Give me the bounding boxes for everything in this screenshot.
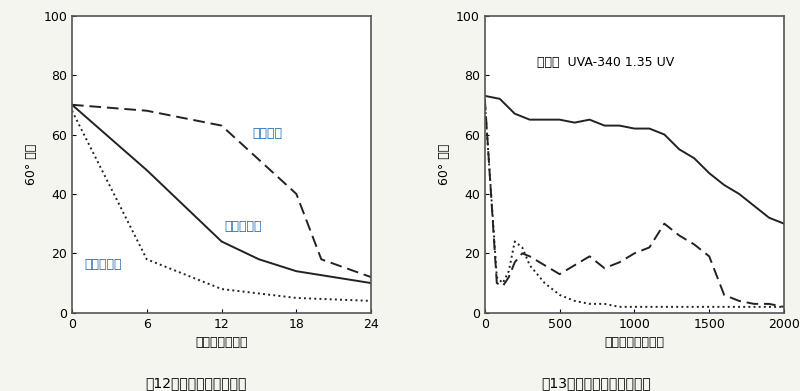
X-axis label: 曝晒时间（小时）: 曝晒时间（小时） xyxy=(605,336,665,349)
Text: 图12－聶氨酯、户外老化: 图12－聶氨酯、户外老化 xyxy=(146,376,246,390)
Text: 信亚信州: 信亚信州 xyxy=(253,127,282,140)
X-axis label: 曝晒时间（月）: 曝晒时间（月） xyxy=(195,336,248,349)
Text: 佛罗里达州: 佛罗里达州 xyxy=(85,258,122,271)
Text: 图13－聶氨酯、实验室老化: 图13－聶氨酯、实验室老化 xyxy=(541,376,651,390)
Text: 只进行  UVA-340 1.35 UV: 只进行 UVA-340 1.35 UV xyxy=(537,56,674,69)
Text: 亚利桑那州: 亚利桑那州 xyxy=(224,220,262,233)
Y-axis label: 60° 光泽: 60° 光泽 xyxy=(438,143,450,185)
Y-axis label: 60° 光泽: 60° 光泽 xyxy=(25,143,38,185)
